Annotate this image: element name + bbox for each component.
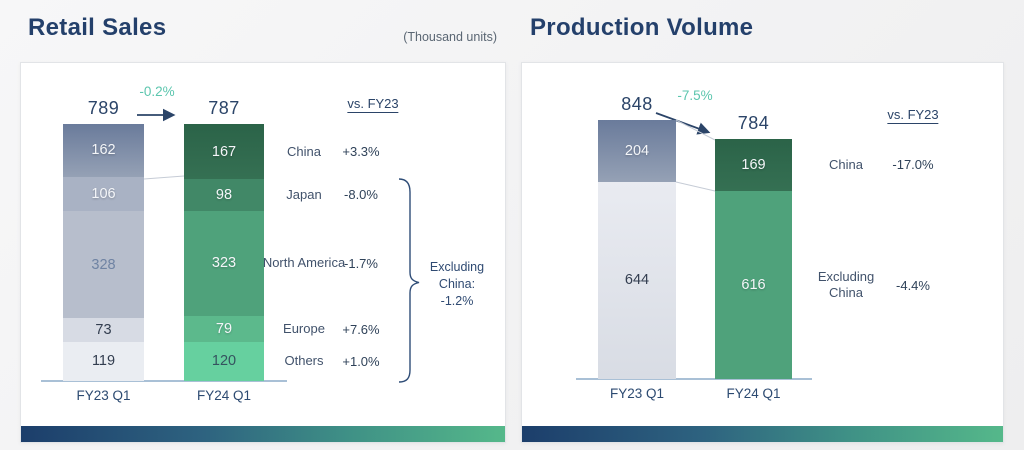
excluding-china-brace [398, 178, 420, 383]
category-change-china: -17.0% [892, 157, 934, 173]
x-axis [41, 380, 287, 382]
vs-fy23-header: vs. FY23 [887, 107, 939, 124]
category-label-china: China [829, 156, 863, 172]
category-label-japan: Japan [286, 186, 322, 202]
category-change-japan: -8.0% [344, 187, 378, 203]
segment-connector-line [143, 175, 185, 180]
x-axis [576, 378, 812, 380]
category-label-north-america: North America [262, 255, 346, 271]
stacked-bar-fy23-q1: 204 644 [598, 119, 676, 379]
segment-europe: 73 [63, 318, 144, 342]
segment-europe: 79 [184, 316, 264, 342]
segment-china: 204 [598, 119, 676, 182]
total-change-label: -7.5% [677, 88, 713, 103]
unit-note: (Thousand units) [403, 30, 497, 44]
segment-north-america: 323 [184, 210, 264, 317]
segment-china: 169 [715, 139, 792, 191]
x-axis-label-fy24-q1: FY24 Q1 [196, 388, 252, 403]
segment-china: 162 [63, 123, 144, 177]
total-change-label: -0.2% [139, 84, 175, 99]
x-axis-label-fy24-q1: FY24 Q1 [726, 386, 781, 401]
retail-sales-card: -0.2% vs. FY23 Excluding China: -1.2% 16… [20, 62, 506, 443]
category-change-excluding-china: -4.4% [896, 277, 930, 293]
brand-gradient-strip [21, 426, 505, 442]
excluding-china-note-label: Excluding China: [429, 260, 485, 291]
stacked-bar-fy23-q1: 162 106 328 73 119 [63, 123, 144, 381]
production-volume-card: -7.5% vs. FY23 204 644 848 FY23 Q1 169 616 784… [521, 62, 1004, 443]
category-label-others: Others [284, 353, 324, 369]
x-axis-label-fy23-q1: FY23 Q1 [76, 388, 131, 403]
category-label-excluding-china: Excluding China [817, 268, 875, 301]
bar-total-fy24-q1: 784 [737, 113, 770, 134]
bar-total-fy23-q1: 848 [621, 93, 653, 114]
segment-excluding-china: 644 [598, 181, 676, 379]
brand-gradient-strip [522, 426, 1003, 442]
segment-excluding-china: 616 [715, 190, 792, 379]
segment-others: 119 [63, 341, 144, 381]
segment-japan: 106 [63, 176, 144, 212]
segment-china: 167 [184, 124, 264, 179]
retail-sales-title: Retail Sales [28, 14, 167, 41]
segment-others: 120 [184, 341, 264, 381]
category-label-europe: Europe [283, 320, 325, 336]
stacked-bar-fy24-q1: 169 616 [715, 139, 792, 379]
segment-japan: 98 [184, 178, 264, 211]
segment-connector-line-mid [675, 181, 716, 192]
category-change-north-america: -1.7% [344, 255, 378, 271]
segment-north-america: 328 [63, 211, 144, 319]
vs-fy23-header: vs. FY23 [347, 96, 399, 113]
category-change-europe: +7.6% [342, 321, 380, 337]
excluding-china-note-value: -1.2% [440, 293, 474, 308]
production-volume-title: Production Volume [530, 14, 754, 41]
excluding-china-note: Excluding China: -1.2% [421, 259, 493, 310]
category-label-china: China [287, 143, 321, 159]
category-change-china: +3.3% [342, 144, 380, 160]
bar-total-fy24-q1: 787 [208, 98, 240, 119]
x-axis-label-fy23-q1: FY23 Q1 [609, 386, 665, 401]
bar-total-fy23-q1: 789 [87, 97, 120, 118]
category-change-others: +1.0% [342, 353, 380, 369]
stacked-bar-fy24-q1: 167 98 323 79 120 [184, 124, 264, 381]
